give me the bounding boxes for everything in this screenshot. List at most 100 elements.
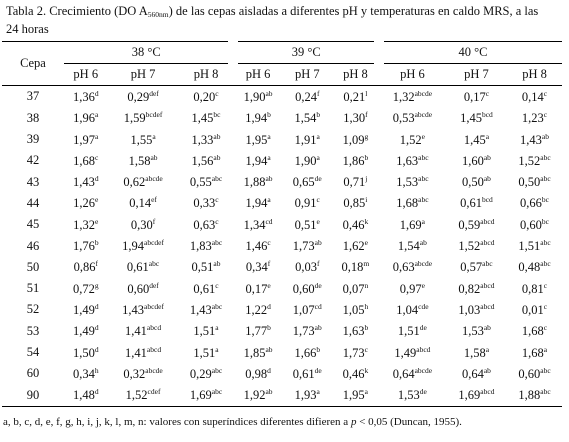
cell: 0,85i: [332, 193, 379, 214]
cell: 0,61abc: [108, 257, 179, 278]
row: 50 0,86f 0,61abc 0,51ab 0,34f 0,03f 0,18m 0,63a…: [2, 257, 562, 278]
cell-value: 1,94: [245, 196, 268, 211]
cell-superscript: a: [364, 387, 369, 397]
cell-value: 1,94: [245, 153, 268, 168]
cell-superscript: de: [314, 365, 322, 375]
cell-value: 1,62: [342, 239, 365, 254]
cell: 1,73ab: [283, 321, 332, 342]
cell: 0,30f: [108, 214, 179, 235]
cell: 1,45bc: [179, 108, 234, 129]
cell-value: 0,21: [343, 89, 366, 104]
cell-superscript: a: [152, 131, 156, 141]
cell-superscript: f: [152, 216, 156, 226]
cell-value: 1,94: [245, 111, 268, 126]
cell-value: 0,86: [73, 260, 96, 275]
cell-superscript: d: [94, 344, 99, 354]
cell-value: 1,56: [191, 153, 214, 168]
cell: 1,69abcd: [445, 384, 508, 407]
cell: 0,14c: [507, 86, 562, 108]
cell-value: 1,69: [458, 388, 481, 403]
cell-value: 0,63: [193, 217, 216, 232]
cell-superscript: d: [94, 174, 99, 184]
cell-superscript: cd: [265, 216, 273, 226]
cell-value: 0,17: [463, 89, 486, 104]
cell-superscript: abc: [211, 387, 223, 397]
cell-value: 1,73: [292, 239, 315, 254]
cepa-cell: 50: [26, 259, 40, 274]
cell: 0,60bc: [507, 214, 562, 235]
cell-value: 0,51: [191, 260, 214, 275]
ph-header: pH 6: [64, 63, 108, 87]
cell-value: 1,33: [191, 132, 214, 147]
cell: 1,51de: [379, 321, 446, 342]
cell-superscript: a: [215, 323, 219, 333]
cell-value: 1,43: [520, 132, 542, 147]
cell: 1,91a: [283, 129, 332, 150]
cell-superscript: abc: [482, 259, 493, 269]
cell: 1,45bcd: [446, 108, 507, 129]
cell: 1,96a: [64, 108, 108, 129]
cell: 0,61bcd: [446, 193, 507, 214]
cell-superscript: abcd: [480, 387, 495, 397]
cell-superscript: abc: [540, 365, 551, 375]
cell: 1,63abc: [379, 150, 446, 171]
cepa-cell: 54: [26, 345, 40, 359]
cell: 1,32abcde: [379, 86, 446, 108]
cell-superscript: c: [95, 152, 99, 162]
ph-header: pH 8: [331, 63, 379, 87]
cell-value: 0,20: [193, 89, 216, 104]
cell: 0,50ab: [446, 171, 507, 192]
cell-value: 1,23: [521, 111, 544, 126]
cell-value: 1,43: [72, 175, 95, 190]
cell-superscript: def: [149, 280, 159, 290]
cell: 0,01c: [507, 299, 562, 320]
cell-value: 1,45: [460, 111, 482, 126]
cell-superscript: f: [365, 110, 368, 120]
cell-superscript: abcd: [480, 238, 495, 248]
cell: 1,04cde: [379, 299, 446, 320]
cell-superscript: abcdef: [144, 238, 164, 248]
cell-superscript: b: [316, 110, 321, 120]
cell-superscript: abcd: [146, 344, 162, 354]
cell: 1,56ab: [179, 150, 234, 171]
cell: 1,69abc: [178, 384, 234, 407]
row: 54 1,50d 1,41abcd 1,51a 1,85ab 1,66b 1,73c 1,49…: [2, 342, 562, 363]
cell-value: 1,45: [463, 132, 486, 147]
cell-value: 0,98: [245, 366, 268, 381]
cell: 1,30f: [332, 108, 379, 129]
cell: 1,73ab: [283, 235, 332, 256]
cell-value: 1,41: [125, 345, 147, 360]
ph-header: pH 6: [378, 63, 446, 87]
cell: 0,32abcde: [108, 363, 179, 384]
ph-header: pH 8: [507, 63, 562, 87]
cell: 0,34f: [233, 257, 282, 278]
cell: 1,43abc: [179, 299, 234, 320]
cell-value: 1,45: [191, 111, 214, 126]
cell-superscript: a: [267, 152, 271, 162]
cell-value: 1,30: [343, 111, 366, 126]
cell: 0,29def: [108, 86, 179, 108]
cell-value: 0,34: [72, 366, 95, 381]
cell-value: 1,52: [399, 132, 422, 147]
cell-superscript: ab: [265, 88, 273, 98]
cell-value: 0,46: [342, 217, 365, 232]
cell-superscript: abc: [418, 174, 429, 184]
cell: 1,62e: [332, 235, 379, 256]
cell: 1,94b: [233, 108, 282, 129]
cell: 1,55a: [108, 129, 179, 150]
cell-superscript: de: [419, 323, 427, 333]
cell: 0,14ef: [108, 193, 179, 214]
cell-value: 0,51: [294, 217, 317, 232]
cell-value: 1,54: [397, 239, 420, 254]
cell-superscript: f: [95, 259, 98, 269]
caption-text: ) de las cepas aisladas a diferentes pH …: [6, 4, 539, 36]
cell-superscript: c: [215, 280, 219, 290]
cell-value: 0,61: [460, 196, 482, 211]
cell: 1,49d: [64, 299, 108, 320]
cell: 1,45a: [446, 129, 507, 150]
cell-superscript: bc: [541, 216, 550, 226]
cell-value: 0,30: [130, 217, 153, 232]
cell-value: 1,32: [392, 89, 415, 104]
cell-superscript: cdef: [147, 387, 161, 397]
cell-superscript: e: [95, 216, 99, 226]
